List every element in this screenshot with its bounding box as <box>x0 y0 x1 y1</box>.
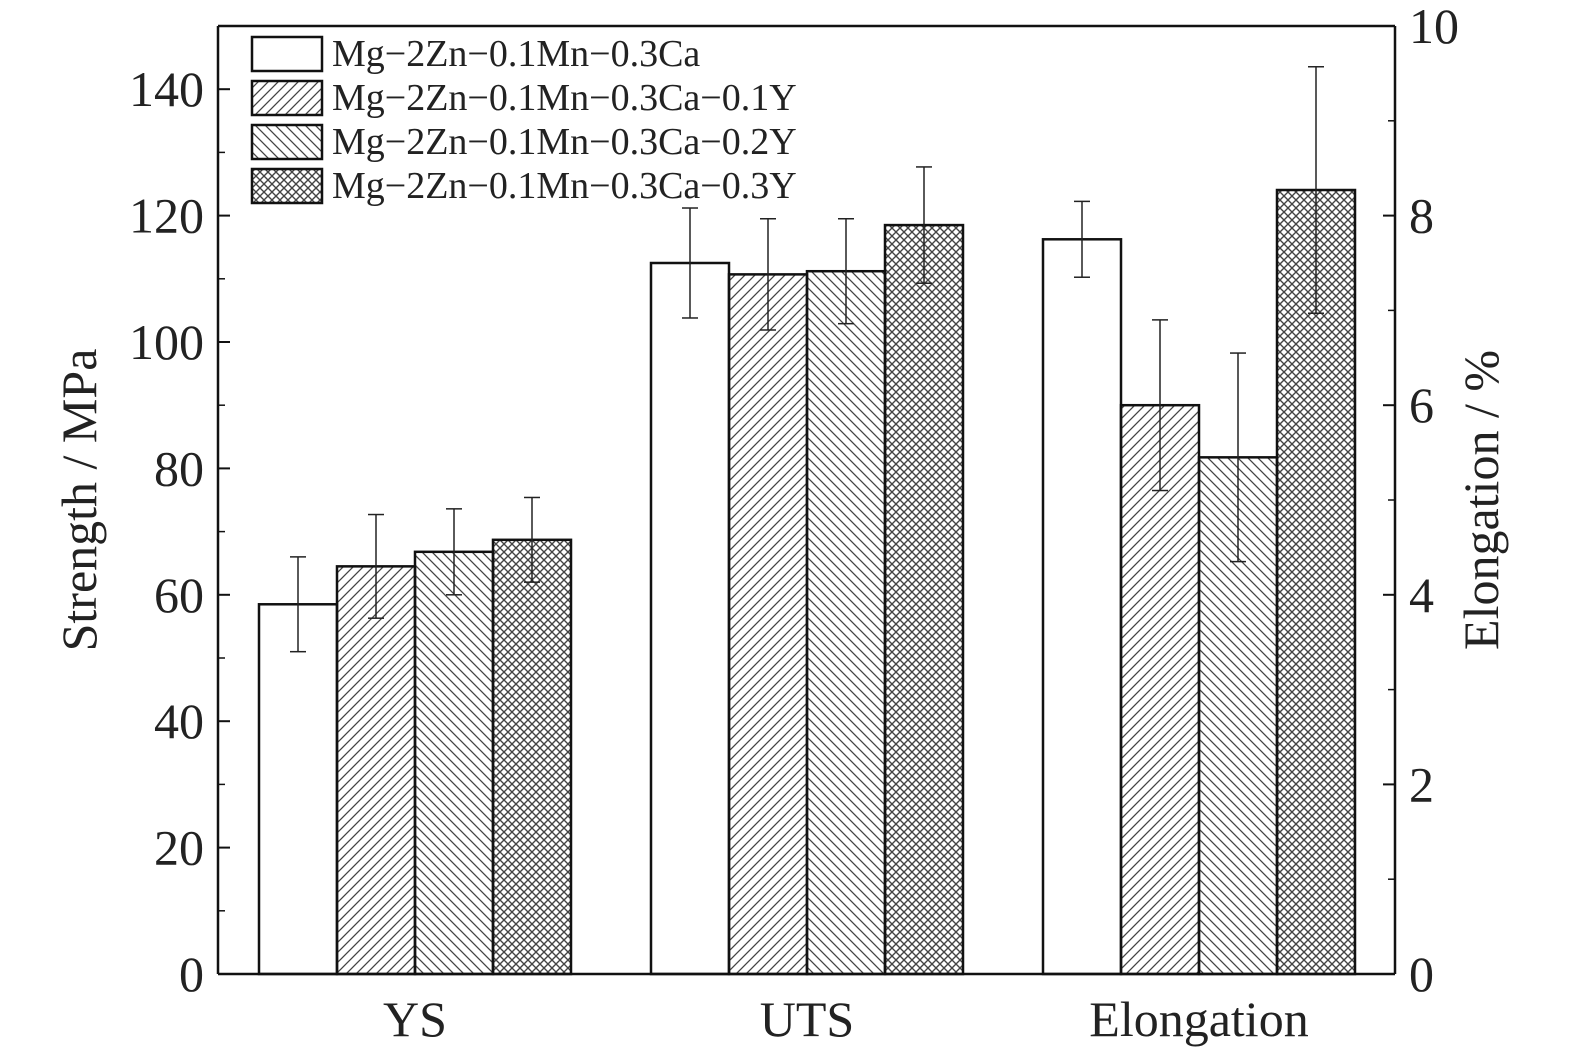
bar-uts-series-4 <box>883 223 965 976</box>
right-tick-label: 10 <box>1409 0 1459 54</box>
error-bar-ys-series-4 <box>524 496 540 583</box>
axes-layer: 0 20 40 60 80 100 120 140 0 2 4 6 8 10 YS UTS Elongation… <box>51 0 1509 1047</box>
error-bar-uts-series-3 <box>838 218 854 325</box>
legend-item: Mg−2Zn−0.1Mn−0.3Ca−0.3Y <box>250 165 797 207</box>
category-label: Elongation <box>1089 991 1308 1047</box>
left-tick-label: 100 <box>129 314 204 370</box>
legend-label: Mg−2Zn−0.1Mn−0.3Ca−0.2Y <box>332 121 797 163</box>
bar-uts-series-3 <box>805 269 887 976</box>
category-label: UTS <box>760 991 854 1047</box>
error-bar-uts-series-2 <box>760 218 776 331</box>
legend-label: Mg−2Zn−0.1Mn−0.3Ca−0.3Y <box>332 165 797 207</box>
legend-item: Mg−2Zn−0.1Mn−0.3Ca−0.2Y <box>250 121 797 163</box>
bars-layer <box>257 188 1357 976</box>
left-tick-label: 40 <box>154 693 204 749</box>
left-tick-label: 140 <box>129 61 204 117</box>
error-bar-elongation-series-4 <box>1308 66 1324 314</box>
left-tick-label: 80 <box>154 440 204 496</box>
left-tick-label: 20 <box>154 820 204 876</box>
right-tick-label: 4 <box>1409 567 1434 623</box>
error-bar-ys-series-2 <box>368 513 384 619</box>
bar-ys-series-2 <box>335 565 417 976</box>
category-label: YS <box>383 991 447 1047</box>
bar-uts-series-1 <box>649 261 731 976</box>
bar-uts-series-2 <box>727 273 809 976</box>
error-bar-uts-series-4 <box>916 166 932 284</box>
error-bar-ys-series-3 <box>446 508 462 596</box>
bar-elongation-series-2 <box>1119 403 1201 976</box>
legend-item: Mg−2Zn−0.1Mn−0.3Ca <box>250 33 700 75</box>
left-tick-label: 0 <box>179 946 204 1002</box>
legend-label: Mg−2Zn−0.1Mn−0.3Ca <box>332 33 700 75</box>
bar-ys-series-1 <box>257 603 339 976</box>
legend-item: Mg−2Zn−0.1Mn−0.3Ca−0.1Y <box>250 77 797 119</box>
error-bar-ys-series-1 <box>290 556 306 653</box>
left-axis-title: Strength / MPa <box>51 349 107 652</box>
right-tick-label: 0 <box>1409 946 1434 1002</box>
bar-ys-series-3 <box>413 550 495 976</box>
right-tick-label: 2 <box>1409 756 1434 812</box>
right-axis-title: Elongation / % <box>1453 350 1509 650</box>
legend-swatch <box>250 167 324 205</box>
error-bars-layer <box>290 66 1324 653</box>
right-tick-label: 8 <box>1409 188 1434 244</box>
bar-elongation-series-1 <box>1041 238 1123 976</box>
legend-swatch <box>250 35 324 73</box>
left-tick-label: 120 <box>129 188 204 244</box>
error-bar-elongation-series-2 <box>1152 319 1168 492</box>
error-bar-elongation-series-3 <box>1230 352 1246 563</box>
legend-label: Mg−2Zn−0.1Mn−0.3Ca−0.1Y <box>332 77 797 119</box>
right-tick-label: 6 <box>1409 377 1434 433</box>
bar-ys-series-4 <box>491 538 573 976</box>
legend-swatch <box>250 123 324 161</box>
legend-swatch <box>250 79 324 117</box>
error-bar-uts-series-1 <box>682 207 698 319</box>
legend: Mg−2Zn−0.1Mn−0.3CaMg−2Zn−0.1Mn−0.3Ca−0.1… <box>250 33 797 207</box>
left-tick-label: 60 <box>154 567 204 623</box>
error-bar-elongation-series-1 <box>1074 200 1090 278</box>
